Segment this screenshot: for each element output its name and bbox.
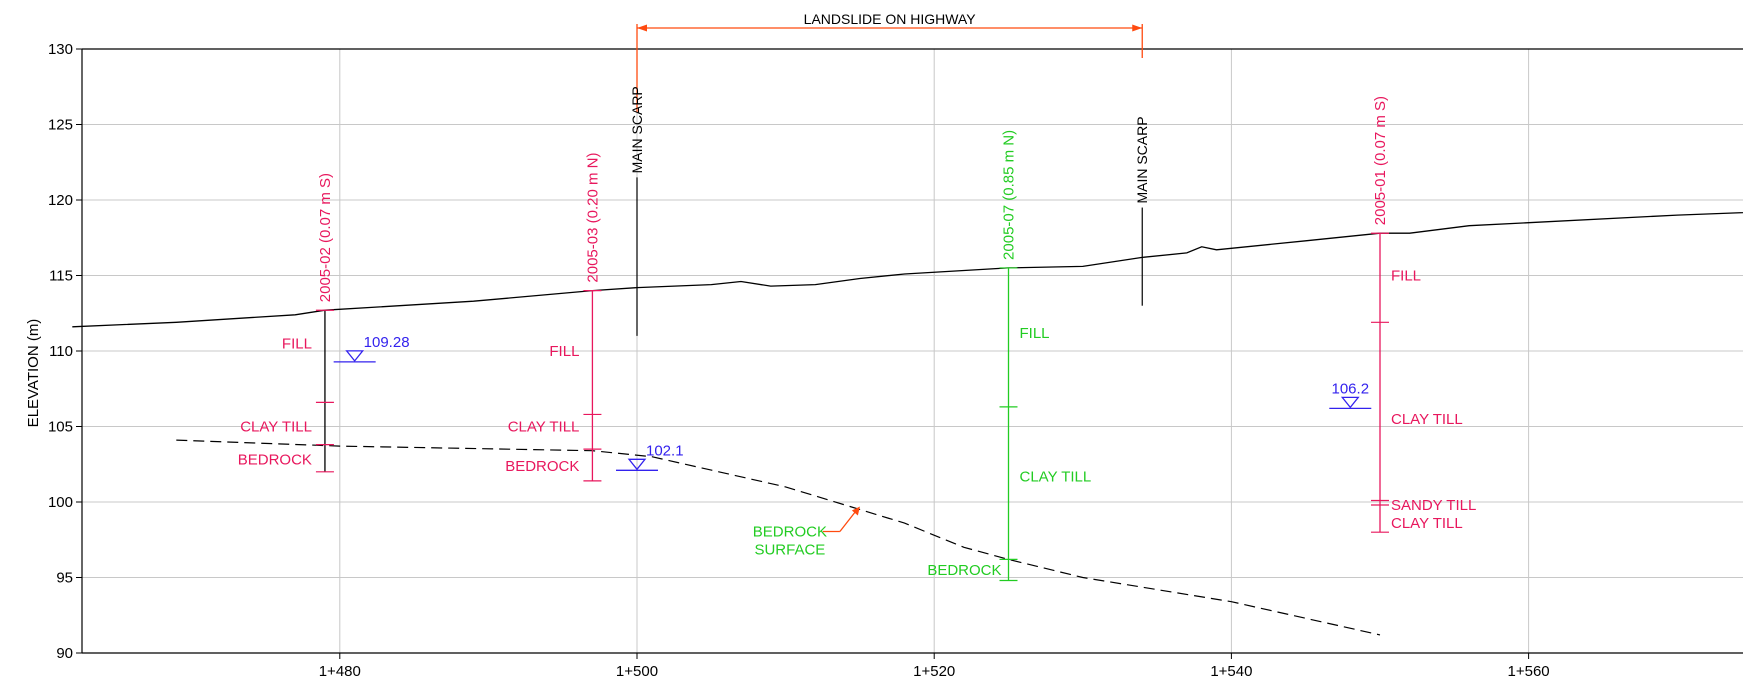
- main-scarp-label: MAIN SCARP: [1134, 116, 1150, 203]
- borehole-layer-label: BEDROCK: [505, 458, 579, 475]
- bedrock-surface-line: [176, 439, 1381, 636]
- water-level-triangle: [1340, 396, 1360, 409]
- water-level-triangle: [345, 350, 365, 362]
- x-tick-label: 1+540: [1210, 663, 1252, 680]
- borehole-layer-label: BEDROCK: [238, 452, 312, 469]
- surfaces: [72, 211, 1743, 636]
- callout-label-line1: BEDROCK: [753, 524, 827, 541]
- y-tick-label: 130: [48, 41, 73, 58]
- water-level-value: 109.28: [364, 334, 410, 351]
- ground-surface-line: [72, 211, 1743, 328]
- x-tick-label: 1+480: [319, 663, 361, 680]
- callout-label-line2: SURFACE: [754, 542, 825, 559]
- y-tick-label: 120: [48, 192, 73, 209]
- landslide-title: LANDSLIDE ON HIGHWAY: [804, 11, 977, 27]
- borehole-id-label: 2005-03 (0.20 m N): [584, 153, 601, 283]
- landslide-extent-left-arrow: [637, 24, 647, 32]
- water-level-value: 106.2: [1332, 380, 1370, 397]
- borehole-layer-label: CLAY TILL: [1391, 411, 1463, 428]
- borehole-layer-label: FILL: [1391, 268, 1421, 285]
- borehole-layer-label: BEDROCK: [927, 562, 1001, 579]
- x-tick-label: 1+520: [913, 663, 955, 680]
- borehole-layer-label: CLAY TILL: [508, 419, 580, 436]
- water-level-value: 102.1: [646, 442, 684, 459]
- water-level-triangle: [627, 458, 647, 471]
- y-tick-label: 105: [48, 419, 73, 436]
- y-tick-label: 90: [56, 645, 73, 662]
- borehole-id-label: 2005-01 (0.07 m S): [1372, 96, 1389, 225]
- axes: 90 95 100 105 110 115 120 125 130 1+480 1+500 1+520…: [48, 41, 1743, 680]
- borehole-id-label: 2005-02 (0.07 m S): [317, 173, 334, 302]
- y-axis-label: ELEVATION (m): [25, 319, 42, 428]
- grid-lines: [82, 49, 1743, 653]
- borehole-layer-label: CLAY TILL: [240, 419, 312, 436]
- x-tick-label: 1+560: [1508, 663, 1550, 680]
- main-scarp-label: MAIN SCARP: [629, 86, 645, 173]
- borehole-id-label: 2005-07 (0.85 m N): [1001, 130, 1018, 260]
- borehole-layer-label: FILL: [549, 343, 579, 360]
- borehole-layer-label: FILL: [1020, 325, 1050, 342]
- y-tick-label: 125: [48, 117, 73, 134]
- y-tick-label: 115: [49, 268, 73, 285]
- annotations: LANDSLIDE ON HIGHWAY MAIN SCARP MAIN SCARP…: [238, 11, 1476, 582]
- callout-arrowhead: [851, 506, 860, 516]
- x-tick-label: 1+500: [616, 663, 658, 680]
- borehole-layer-label: FILL: [282, 335, 312, 352]
- y-tick-label: 110: [49, 343, 73, 360]
- borehole-layer-label: CLAY TILL: [1020, 468, 1092, 485]
- landslide-extent-right-arrow: [1132, 24, 1143, 32]
- borehole-layer-label: CLAY TILL: [1391, 515, 1463, 532]
- y-tick-label: 95: [56, 570, 73, 587]
- borehole-layer-label: SANDY TILL: [1391, 497, 1476, 514]
- y-tick-label: 100: [48, 494, 73, 511]
